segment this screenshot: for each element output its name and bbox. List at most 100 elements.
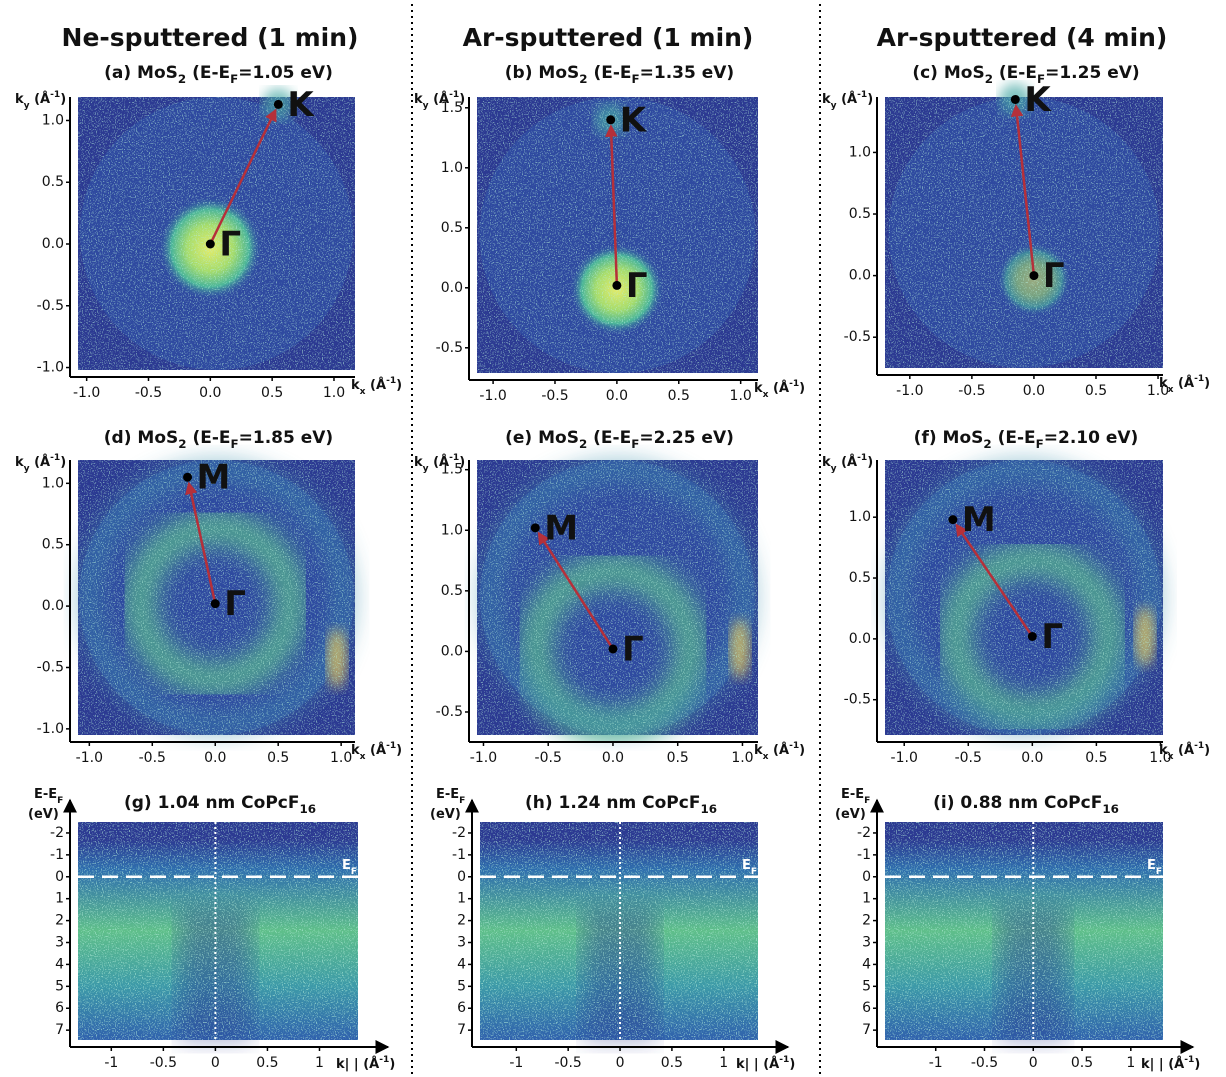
x-tick-label: -0.5 xyxy=(139,750,166,766)
text-part: (a) MoS xyxy=(104,63,178,83)
text-part: k| | (Å xyxy=(1141,1056,1184,1072)
subscript: 2 xyxy=(983,437,991,451)
panel-title: (c) MoS2 (E-EF=1.25 eV) xyxy=(912,63,1139,86)
text-part: ) xyxy=(799,743,805,758)
y-axis-label: ky (Å-1) xyxy=(15,90,66,111)
subscript: x xyxy=(360,752,366,762)
subscript: x xyxy=(1168,752,1174,762)
superscript: -1 xyxy=(449,90,459,100)
panel-title: (b) MoS2 (E-EF=1.35 eV) xyxy=(505,63,734,86)
text-part: ) xyxy=(396,743,402,758)
y-tick-label: 1 xyxy=(55,891,64,907)
point xyxy=(948,515,958,525)
text-part: (E-E xyxy=(993,63,1037,83)
arrow xyxy=(209,108,277,245)
y-tick-label: 0.5 xyxy=(42,537,64,553)
text-part: (b) MoS xyxy=(505,63,579,83)
point xyxy=(1029,271,1039,281)
x-tick-label: -0.5 xyxy=(150,1055,177,1071)
point-label: K xyxy=(287,85,315,125)
y-tick-label: 0.0 xyxy=(42,236,64,252)
text-part: (Å xyxy=(837,91,858,107)
text-part: ) xyxy=(389,1057,395,1072)
subscript: y xyxy=(423,464,429,474)
text-part: =1.25 eV) xyxy=(1045,63,1140,83)
band-image xyxy=(480,822,758,1040)
x-tick-label: 0.0 xyxy=(1023,383,1045,399)
superscript: -1 xyxy=(379,1055,389,1065)
panel-title: (d) MoS2 (E-EF=1.85 eV) xyxy=(104,428,333,451)
subscript: y xyxy=(831,101,837,111)
superscript: -1 xyxy=(386,376,396,386)
text-part: ) xyxy=(799,381,805,396)
y-tick-label: 0.5 xyxy=(849,570,871,586)
text-part: (Å xyxy=(30,454,51,470)
text-part: (Å xyxy=(429,454,450,470)
x-tick-label: 0.0 xyxy=(606,388,628,404)
y-tick-label: 0.5 xyxy=(441,583,463,599)
fermi-label: EF xyxy=(342,858,357,877)
subscript: F xyxy=(632,72,640,86)
x-tick-label: -0.5 xyxy=(535,750,562,766)
panel-title: (i) 0.88 nm CoPcF16 xyxy=(933,793,1119,816)
x-tick-label: 0.5 xyxy=(1071,1055,1093,1071)
subscript: F xyxy=(351,867,357,877)
subscript: x xyxy=(360,387,366,397)
text-part: ) xyxy=(459,92,465,107)
subscript: 16 xyxy=(700,802,717,816)
x-tick-label: -1.0 xyxy=(479,388,506,404)
superscript: -1 xyxy=(449,453,459,463)
superscript: -1 xyxy=(386,741,396,751)
subscript: x xyxy=(763,752,769,762)
text-part: ) xyxy=(396,378,402,393)
text-part: (E-E xyxy=(187,428,231,448)
subscript: 2 xyxy=(579,437,587,451)
x-tick-label: 0.5 xyxy=(661,1055,683,1071)
x-tick-label: -1.0 xyxy=(470,750,497,766)
text-part: (i) 0.88 nm CoPcF xyxy=(933,793,1102,813)
text-part: E-E xyxy=(841,787,864,802)
x-tick-label: -1.0 xyxy=(76,750,103,766)
point xyxy=(1010,94,1020,104)
text-part: (f) MoS xyxy=(914,428,984,448)
point xyxy=(273,99,283,109)
band-image xyxy=(885,822,1163,1040)
map-image xyxy=(885,83,1163,368)
x-tick-label: -1.0 xyxy=(73,385,100,401)
column-header: Ar-sputtered (1 min) xyxy=(463,23,754,52)
y-tick-label: 2 xyxy=(457,913,466,929)
y-tick-label: -1 xyxy=(452,847,466,863)
x-axis-label: k| | (Å-1) xyxy=(1141,1055,1200,1072)
point-label: Γ xyxy=(626,266,648,306)
y-tick-label: 3 xyxy=(862,935,871,951)
band-image xyxy=(78,822,358,1040)
y-tick-label: 4 xyxy=(457,956,466,972)
y-tick-label: 2 xyxy=(55,913,64,929)
arrow xyxy=(537,531,615,650)
point-label: M xyxy=(544,508,578,548)
text-part: ) xyxy=(60,455,66,470)
text-part: E-E xyxy=(34,787,57,802)
superscript: -1 xyxy=(50,453,60,463)
x-tick-label: 0.5 xyxy=(667,750,689,766)
x-tick-label: 1.0 xyxy=(1147,383,1169,399)
text-part: E-E xyxy=(436,787,459,802)
point xyxy=(205,239,215,249)
noise xyxy=(885,822,1163,1040)
y-tick-label: -2 xyxy=(452,825,466,841)
x-axis-label: kx (Å-1) xyxy=(1159,741,1210,762)
y-tick-label: 3 xyxy=(457,935,466,951)
y-tick-label: 1.0 xyxy=(441,522,463,538)
text-part: ) xyxy=(867,92,873,107)
text-part: (c) MoS xyxy=(912,63,984,83)
x-tick-label: 0.5 xyxy=(267,750,289,766)
subscript: F xyxy=(864,796,870,806)
point-label: K xyxy=(1024,80,1052,120)
noise xyxy=(480,822,758,1040)
y-axis-label: ky (Å-1) xyxy=(822,453,873,474)
superscript: -1 xyxy=(779,1055,789,1065)
noise xyxy=(477,460,758,735)
y-tick-label: 6 xyxy=(862,1000,871,1016)
arrow xyxy=(185,481,217,604)
subscript: 16 xyxy=(299,802,316,816)
